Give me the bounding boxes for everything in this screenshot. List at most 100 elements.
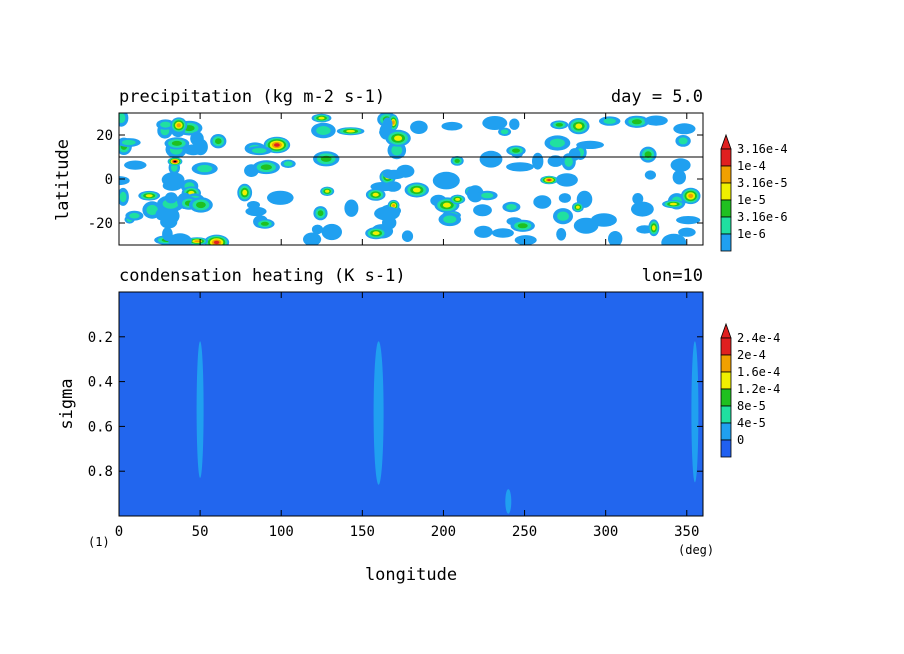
precip-cell bbox=[631, 201, 654, 217]
heating-panel: condensation heating (K s-1) lon=10 0.20… bbox=[57, 266, 780, 585]
precip-cell bbox=[573, 217, 599, 234]
heating-ytick-label: 0.2 bbox=[88, 330, 113, 346]
precip-ytick-label: 0 bbox=[105, 172, 113, 188]
heating-feature bbox=[373, 341, 384, 485]
precip-cell bbox=[669, 202, 678, 206]
precip-cell bbox=[576, 205, 580, 209]
precip-field bbox=[119, 113, 701, 245]
precip-cell bbox=[146, 204, 158, 216]
heating-xtick-label: 250 bbox=[512, 524, 537, 540]
heating-ytick-label: 0.4 bbox=[88, 375, 113, 391]
heating-colorbar-box bbox=[720, 388, 732, 407]
precip-cell bbox=[196, 201, 206, 209]
precip-cell bbox=[644, 151, 652, 158]
precip-cell bbox=[454, 158, 460, 163]
precip-cell bbox=[455, 197, 460, 201]
precip-cell bbox=[533, 195, 552, 209]
precip-cell bbox=[164, 192, 178, 204]
precip-cell bbox=[161, 172, 185, 188]
precip-cell bbox=[245, 206, 267, 217]
precip-cell bbox=[119, 191, 127, 203]
precip-cell bbox=[325, 189, 330, 193]
precip-cell bbox=[688, 193, 694, 198]
precip-cell bbox=[412, 187, 421, 193]
precip-cell bbox=[506, 204, 517, 210]
precip-colorbar-box bbox=[720, 233, 732, 252]
heating-xtick-label: 150 bbox=[350, 524, 375, 540]
precip-cell bbox=[670, 158, 691, 172]
precip-cell bbox=[473, 204, 492, 217]
precip-cell bbox=[283, 161, 293, 167]
precip-cell bbox=[193, 138, 208, 156]
heating-feature bbox=[505, 489, 512, 514]
precip-cell bbox=[547, 155, 564, 167]
precip-cell bbox=[443, 215, 457, 224]
precip-cell bbox=[555, 173, 578, 187]
precip-cell bbox=[374, 206, 400, 221]
precip-day-label: day = 5.0 bbox=[611, 87, 703, 107]
precip-cell bbox=[557, 211, 569, 221]
precip-colorbar-box bbox=[720, 148, 732, 167]
precip-cell bbox=[547, 179, 551, 181]
precip-cell bbox=[632, 193, 644, 205]
precip-cell bbox=[160, 121, 171, 128]
precip-xaxis-ticks bbox=[118, 113, 688, 245]
heating-colorbar: 2.4e-4 2e-4 1.6e-4 1.2e-4 8e-5 4e-5 0 bbox=[720, 322, 780, 458]
precip-cell bbox=[575, 123, 583, 129]
precip-cell bbox=[491, 228, 514, 238]
precip-cell bbox=[555, 123, 563, 127]
precip-colorbar-arrow bbox=[720, 133, 732, 150]
precip-cell bbox=[168, 233, 192, 245]
heating-xtick-label: 300 bbox=[593, 524, 618, 540]
precip-cell bbox=[382, 117, 393, 132]
precip-panel: precipitation (kg m-2 s-1) day = 5.0 20 0… bbox=[53, 87, 788, 252]
precip-cell bbox=[644, 115, 668, 126]
heating-colorbar-box bbox=[720, 337, 732, 356]
precip-cell bbox=[564, 156, 573, 167]
precip-title: precipitation (kg m-2 s-1) bbox=[119, 87, 385, 107]
heating-colorbar-label: 2.4e-4 bbox=[737, 331, 780, 345]
heating-colorbar-box bbox=[720, 439, 732, 458]
precip-cell bbox=[171, 140, 182, 146]
precip-cell bbox=[274, 143, 280, 147]
precip-cell bbox=[372, 192, 379, 197]
precip-cell bbox=[242, 189, 248, 196]
precip-cell bbox=[512, 148, 520, 153]
precip-cell bbox=[392, 120, 395, 125]
precip-colorbar-label: 1e-6 bbox=[737, 227, 766, 241]
precip-cell bbox=[344, 199, 359, 217]
precip-cell bbox=[506, 162, 534, 172]
precip-cell bbox=[556, 228, 567, 241]
precip-cell bbox=[119, 176, 130, 186]
precip-cell bbox=[391, 145, 403, 156]
precip-cell bbox=[392, 204, 396, 207]
heating-colorbar-label: 1.2e-4 bbox=[737, 382, 780, 396]
precip-cell bbox=[251, 148, 267, 154]
precip-cell bbox=[652, 225, 656, 231]
precip-yaxis: 20 0 -20 bbox=[88, 128, 703, 232]
precip-colorbar: 3.16e-4 1e-4 3.16e-5 1e-5 3.16e-6 1e-6 bbox=[720, 133, 788, 252]
precip-cell bbox=[303, 232, 322, 245]
precip-cell bbox=[678, 137, 688, 145]
precip-cell bbox=[432, 171, 460, 190]
heating-xaxis: 0 50 100 150 200 250 300 350 bbox=[115, 292, 699, 540]
heating-colorbar-arrow bbox=[720, 322, 732, 339]
heating-colorbar-label: 8e-5 bbox=[737, 399, 766, 413]
frame-number-label: (1) bbox=[88, 535, 110, 549]
heating-colorbar-box bbox=[720, 405, 732, 424]
precip-cell bbox=[119, 113, 126, 124]
precip-cell bbox=[517, 223, 528, 229]
precip-cell bbox=[129, 212, 140, 219]
precip-cell bbox=[318, 116, 325, 120]
heating-ylabel: sigma bbox=[57, 378, 77, 429]
heating-xlabel: longitude bbox=[365, 565, 457, 585]
precip-plot-area bbox=[119, 113, 703, 245]
precip-cell bbox=[260, 221, 269, 226]
precip-ylabel: latitude bbox=[53, 139, 73, 221]
heating-colorbar-label: 2e-4 bbox=[737, 348, 766, 362]
precip-colorbar-label: 1e-5 bbox=[737, 193, 766, 207]
heating-xtick-label: 0 bbox=[115, 524, 123, 540]
heating-feature bbox=[196, 341, 204, 478]
precip-colorbar-box bbox=[720, 199, 732, 218]
precip-cell bbox=[215, 138, 222, 145]
